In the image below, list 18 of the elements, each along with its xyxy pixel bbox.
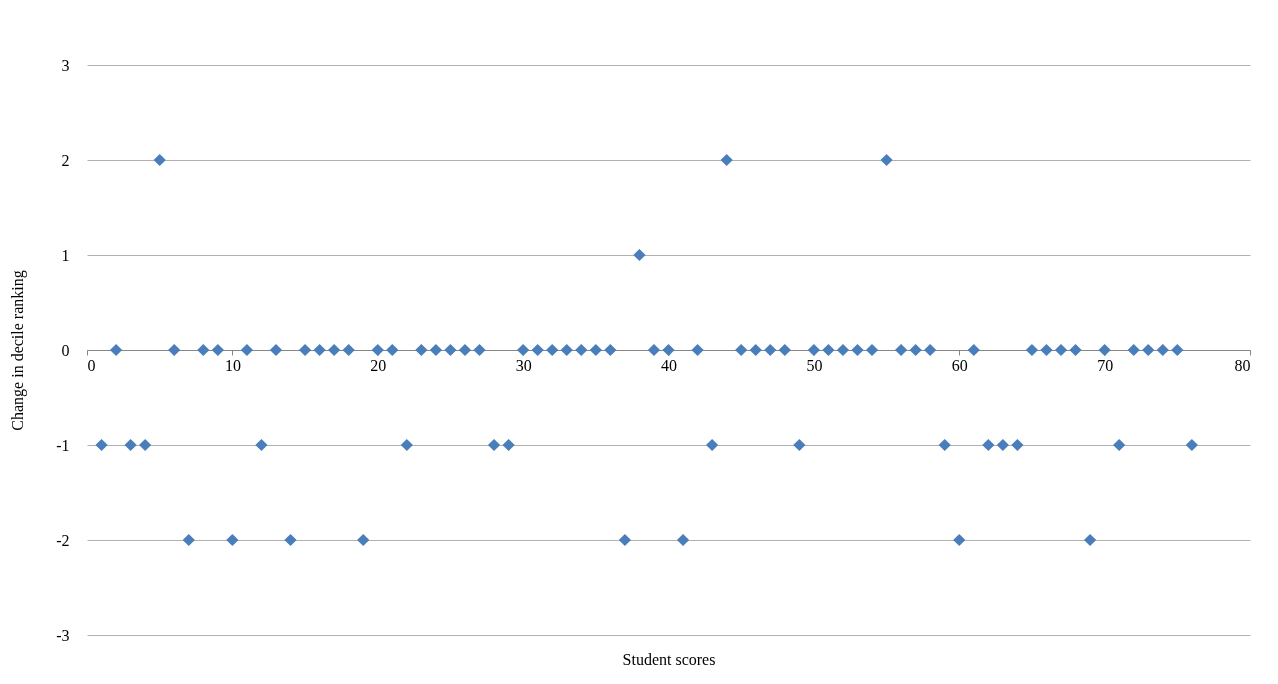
y-tick-label: 3 [61,56,70,74]
x-tick-label: 0 [87,356,96,374]
x-tick-label: 60 [951,356,968,374]
y-tick-label: 2 [61,151,70,169]
y-tick-label: -3 [56,626,70,644]
y-tick-label: -2 [56,531,70,549]
x-axis-title: Student scores [622,650,716,668]
x-tick-label: 30 [515,356,532,374]
x-tick-label: 10 [224,356,241,374]
y-tick-label: 1 [61,246,70,264]
y-tick-label: 0 [61,341,70,359]
y-axis-title: Change in decile ranking [9,270,28,431]
x-tick-label: 40 [661,356,677,374]
x-tick-label: 50 [806,356,823,374]
x-tick-label: 20 [370,356,387,374]
y-tick-label: -1 [56,436,70,454]
x-tick-label: 80 [1234,356,1251,374]
x-tick-label: 70 [1097,356,1114,374]
